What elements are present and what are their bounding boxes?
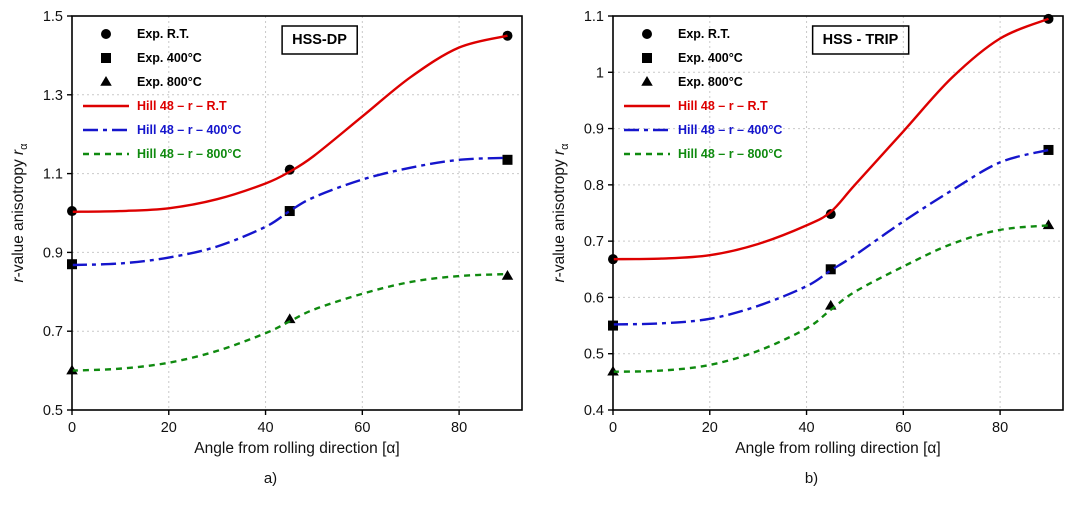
x-tick-label: 40 [257, 420, 273, 436]
legend-label: Exp. 800°C [137, 75, 202, 89]
series-0 [66, 30, 512, 217]
x-axis-label: Angle from rolling direction [α] [194, 440, 399, 457]
chart-b: 0 20 40 60 80 0.4 0.5 0.6 0.7 0.8 0.9 1 1.1 Angle fro… [551, 9, 1064, 457]
x-tick-label: 40 [798, 420, 814, 436]
y-tick-label: 0.7 [583, 234, 603, 250]
x-tick-label: 0 [608, 420, 616, 436]
legend-label: Exp. 400°C [137, 51, 202, 65]
chart-title: HSS - TRIP [822, 32, 898, 48]
chart-title: HSS-DP [292, 32, 347, 48]
figure: 0 20 40 60 80 0.5 0.7 0.9 1.1 1.3 1.5 Angle from ro… [0, 4, 1082, 487]
figure-caption-a: a) [263, 470, 278, 487]
legend-label: Hill 48 – r – R.T [678, 99, 768, 113]
x-tick-label: 20 [160, 420, 176, 436]
legend-label: Exp. 400°C [678, 51, 743, 65]
x-tick-label: 20 [701, 420, 717, 436]
y-tick-label: 0.8 [583, 178, 603, 194]
y-tick-label: 1.1 [42, 167, 62, 183]
y-tick-label: 0.4 [583, 403, 603, 419]
y-tick-label: 0.5 [42, 403, 62, 419]
y-tick-label: 1.3 [42, 88, 62, 104]
x-tick-label: 60 [895, 420, 911, 436]
chart-title-box: HSS-DP [280, 25, 358, 55]
y-tick-label: 0.6 [583, 290, 603, 306]
x-tick-label: 80 [992, 420, 1008, 436]
y-axis-label: r-value anisotropy rα [10, 143, 30, 283]
plot-frame [611, 15, 1064, 411]
axes: 0 20 40 60 80 0.5 0.7 0.9 1.1 1.3 1.5 [42, 9, 466, 436]
grid [612, 16, 1063, 410]
y-tick-label: 0.5 [583, 347, 603, 363]
chart-panel-b: 0 20 40 60 80 0.4 0.5 0.6 0.7 0.8 0.9 1 1.1 Angle fro… [541, 4, 1082, 487]
chart-a: 0 20 40 60 80 0.5 0.7 0.9 1.1 1.3 1.5 Angle from ro… [10, 9, 523, 457]
series-4 [71, 156, 508, 267]
y-tick-label: 1.1 [583, 9, 603, 25]
axes: 0 20 40 60 80 0.4 0.5 0.6 0.7 0.8 0.9 1 1.1 [583, 9, 1007, 436]
legend: Exp. R.T. Exp. 400°C Exp. 800°C Hill 48 – r… [82, 27, 241, 161]
legend-label: Exp. R.T. [137, 27, 189, 41]
y-axis-label: r-value anisotropy rα [551, 143, 571, 283]
legend-label: Hill 48 – r – 400°C [137, 123, 241, 137]
x-tick-label: 0 [67, 420, 75, 436]
series-0 [607, 13, 1053, 265]
chart-title-box: HSS - TRIP [811, 25, 909, 55]
figure-caption-b: b) [804, 470, 819, 487]
series-3 [612, 17, 1049, 261]
y-tick-label: 0.7 [42, 324, 62, 340]
grid [71, 16, 522, 410]
y-tick-label: 1.5 [42, 9, 62, 25]
legend-label: Exp. 800°C [678, 75, 743, 89]
series-4 [612, 148, 1049, 326]
x-axis-label: Angle from rolling direction [α] [735, 440, 940, 457]
x-tick-label: 60 [354, 420, 370, 436]
plot-frame [70, 15, 523, 411]
series-5 [612, 224, 1049, 373]
x-tick-label: 80 [451, 420, 467, 436]
legend: Exp. R.T. Exp. 400°C Exp. 800°C Hill 48 – r… [623, 27, 782, 161]
y-tick-label: 1 [595, 65, 603, 81]
series-5 [71, 272, 508, 372]
y-tick-label: 0.9 [583, 122, 603, 138]
chart-panel-a: 0 20 40 60 80 0.5 0.7 0.9 1.1 1.3 1.5 Angle from ro… [0, 4, 541, 487]
legend-label: Hill 48 – r – 400°C [678, 123, 782, 137]
legend-label: Hill 48 – r – 800°C [678, 147, 782, 161]
y-tick-label: 0.9 [42, 245, 62, 261]
legend-label: Hill 48 – r – 800°C [137, 147, 241, 161]
legend-label: Exp. R.T. [678, 27, 730, 41]
legend-label: Hill 48 – r – R.T [137, 99, 227, 113]
series-3 [71, 34, 508, 214]
